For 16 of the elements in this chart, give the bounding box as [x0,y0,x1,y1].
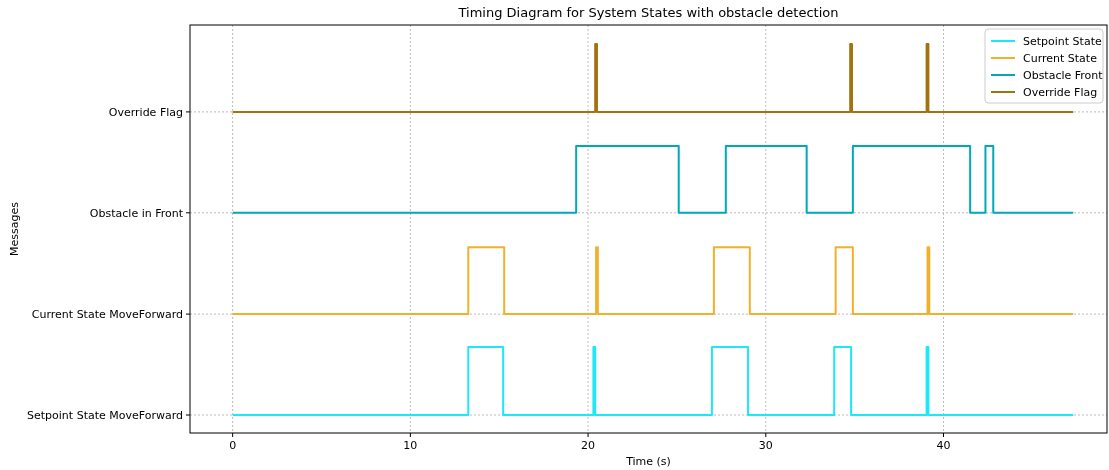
x-tick-label: 20 [581,439,596,452]
legend-label: Obstacle Front [1023,69,1104,82]
legend-label: Setpoint State [1023,35,1102,48]
x-axis-title: Time (s) [625,455,671,468]
text: Current State MoveForward [31,308,183,322]
x-tick-label: 40 [936,439,951,452]
legend-label: Current State [1023,52,1098,65]
text: Obstacle in Front [89,206,184,220]
chart-title: Timing Diagram for System States with obstacle detection [457,5,839,20]
x-tick-label: 10 [403,439,418,452]
legend-label: Override Flag [1023,86,1098,99]
x-tick-label: 0 [229,439,237,452]
text: Setpoint State MoveForward [27,409,183,422]
x-tick-label: 30 [758,439,773,452]
text: Override Flag [108,105,183,119]
text: Messages [8,201,21,256]
